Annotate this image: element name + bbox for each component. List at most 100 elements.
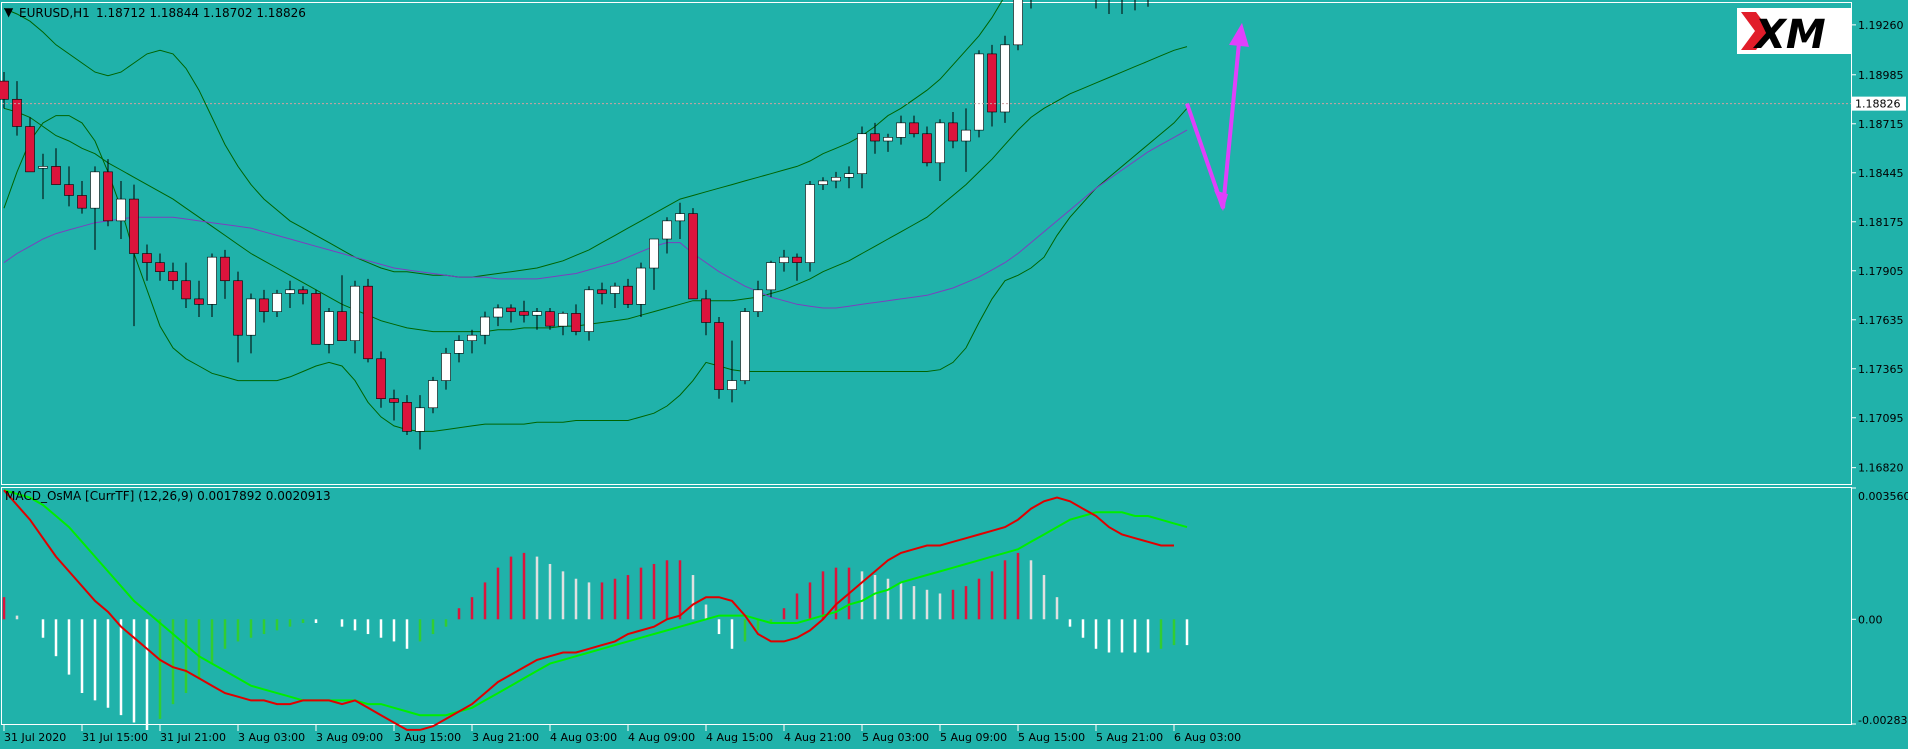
candle[interactable]	[1000, 35, 1010, 123]
candle[interactable]	[844, 166, 854, 189]
candle[interactable]	[402, 395, 412, 436]
candle[interactable]	[376, 351, 386, 408]
candle[interactable]	[922, 126, 932, 167]
candle[interactable]	[350, 280, 360, 354]
candle[interactable]	[480, 311, 490, 345]
candle[interactable]	[779, 249, 789, 272]
candle[interactable]	[363, 278, 373, 363]
price-tick-label: 1.18445	[1858, 167, 1904, 180]
candle[interactable]	[12, 81, 22, 136]
candle[interactable]	[883, 133, 893, 152]
candle[interactable]	[532, 307, 542, 330]
candle[interactable]	[584, 286, 594, 341]
candle[interactable]	[623, 278, 633, 308]
candle[interactable]	[636, 262, 646, 318]
candle[interactable]	[1144, 0, 1153, 7]
candle-body-bull	[480, 316, 490, 336]
candle[interactable]	[415, 395, 425, 450]
candle[interactable]	[870, 122, 880, 154]
candle[interactable]	[155, 253, 165, 281]
candle[interactable]	[805, 180, 815, 272]
candle[interactable]	[64, 166, 74, 207]
candle[interactable]	[441, 347, 451, 390]
candle[interactable]	[233, 271, 243, 363]
candle[interactable]	[974, 50, 984, 138]
candle[interactable]	[389, 389, 399, 421]
candle[interactable]	[194, 280, 204, 318]
candle[interactable]	[38, 153, 48, 200]
candle-body-bull	[532, 311, 542, 316]
candle[interactable]	[142, 244, 152, 281]
candle[interactable]	[129, 184, 139, 327]
price-tick-label: 1.19260	[1858, 19, 1904, 32]
candle[interactable]	[1105, 0, 1114, 14]
candle[interactable]	[727, 340, 737, 403]
candle[interactable]	[454, 335, 464, 363]
candle[interactable]	[792, 253, 802, 281]
candle[interactable]	[207, 253, 217, 318]
candle[interactable]	[181, 262, 191, 308]
candle[interactable]	[519, 300, 529, 323]
candle[interactable]	[558, 311, 568, 336]
candle[interactable]	[116, 180, 126, 240]
candle[interactable]	[649, 238, 659, 290]
candle[interactable]	[571, 304, 581, 336]
candle-body-bull	[961, 129, 971, 142]
candle-body-bull	[883, 137, 893, 142]
candle[interactable]	[831, 171, 841, 189]
candle[interactable]	[0, 72, 9, 109]
candle[interactable]	[610, 282, 620, 308]
xm-logo-text: XM	[1752, 12, 1826, 58]
candle[interactable]	[1092, 0, 1101, 9]
candle[interactable]	[324, 307, 334, 354]
macd-pane[interactable]	[1, 487, 1852, 725]
candle[interactable]	[909, 115, 919, 138]
candle[interactable]	[948, 111, 958, 149]
candle[interactable]	[961, 108, 971, 172]
candle[interactable]	[1131, 0, 1140, 11]
candle[interactable]	[688, 208, 698, 300]
candle[interactable]	[662, 217, 672, 254]
candle[interactable]	[467, 329, 477, 354]
candle[interactable]	[25, 117, 35, 173]
candle[interactable]	[701, 289, 711, 336]
candle[interactable]	[51, 148, 61, 185]
chart-menu-triangle-icon[interactable]: ▼	[4, 5, 14, 19]
candle[interactable]	[259, 289, 269, 323]
candle[interactable]	[337, 275, 347, 341]
candle[interactable]	[987, 44, 997, 127]
candle[interactable]	[896, 115, 906, 145]
candle[interactable]	[90, 166, 100, 250]
candle[interactable]	[311, 289, 321, 345]
candle[interactable]	[298, 286, 308, 305]
candle[interactable]	[285, 280, 295, 308]
candle-body-bear	[103, 171, 113, 222]
candle[interactable]	[857, 126, 867, 189]
candle[interactable]	[1013, 0, 1023, 51]
candle[interactable]	[675, 202, 685, 240]
candle[interactable]	[597, 282, 607, 305]
candle[interactable]	[246, 293, 256, 354]
candle-body-bull	[116, 198, 126, 222]
candle[interactable]	[103, 159, 113, 227]
time-tick-label: 4 Aug 09:00	[628, 731, 695, 744]
candle[interactable]	[818, 177, 828, 191]
candle[interactable]	[935, 119, 945, 181]
candle[interactable]	[272, 289, 282, 318]
candle[interactable]	[753, 280, 763, 318]
candle[interactable]	[428, 376, 438, 414]
candle[interactable]	[714, 317, 724, 399]
candle[interactable]	[493, 304, 503, 327]
candle[interactable]	[740, 307, 750, 385]
candle-body-bear	[25, 126, 35, 173]
candle[interactable]	[77, 180, 87, 214]
candle-body-bear	[51, 166, 61, 185]
candle[interactable]	[545, 307, 555, 330]
candle[interactable]	[506, 304, 516, 323]
candle[interactable]	[168, 262, 178, 290]
candle[interactable]	[1118, 0, 1127, 14]
candle[interactable]	[220, 249, 230, 299]
candle[interactable]	[766, 260, 776, 298]
price-pane[interactable]	[1, 2, 1852, 485]
